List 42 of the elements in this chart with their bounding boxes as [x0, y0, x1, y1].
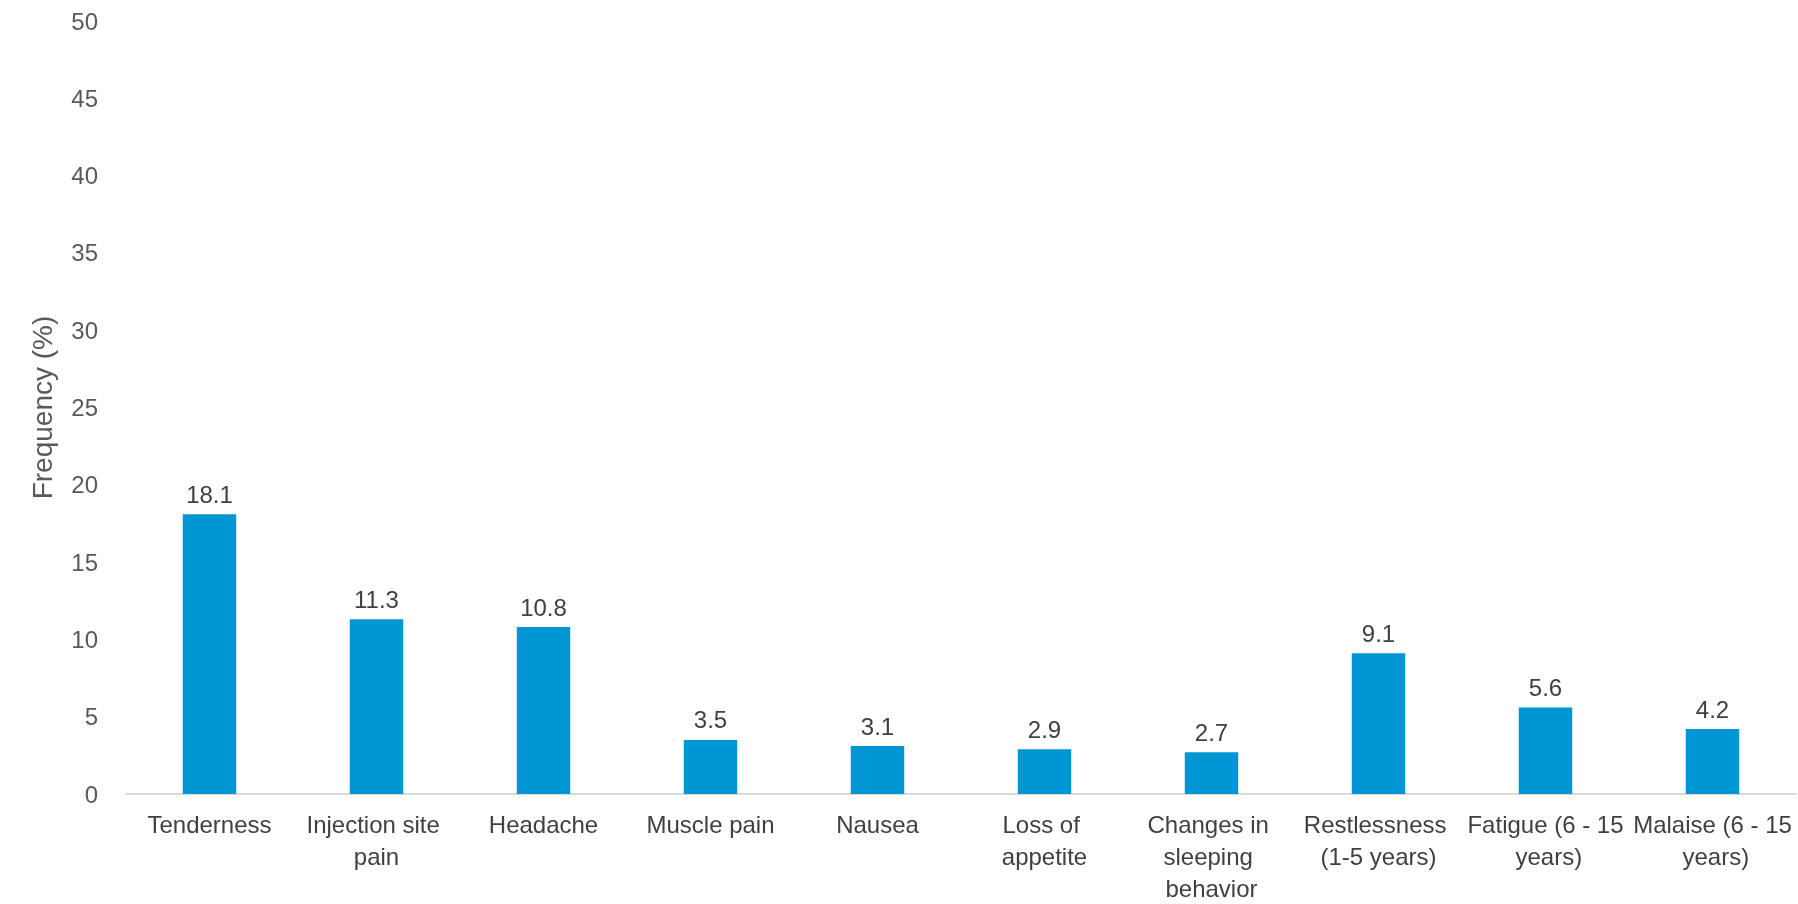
bar	[1017, 749, 1072, 794]
bar	[1184, 752, 1239, 794]
data-label: 3.5	[693, 706, 728, 734]
data-label: 3.1	[860, 712, 895, 740]
x-tick-label: Headache	[488, 810, 599, 838]
bar	[1685, 729, 1740, 794]
y-tick-label: 40	[71, 162, 98, 190]
data-label: 2.9	[1027, 715, 1062, 743]
x-tick-label: Tenderness	[147, 810, 272, 838]
data-label: 4.2	[1695, 695, 1730, 723]
y-tick-label: 30	[71, 316, 98, 344]
y-axis-title: Frequency (%)	[26, 315, 58, 500]
y-tick-label: 0	[84, 780, 98, 808]
y-tick-label: 5	[84, 703, 98, 731]
bar	[683, 739, 738, 794]
y-tick-label: 35	[71, 239, 98, 267]
bar	[1518, 707, 1573, 794]
x-tick-label: Loss of appetite	[1001, 810, 1088, 870]
x-tick-label: Changes in sleeping behavior	[1147, 810, 1276, 902]
data-label: 11.3	[354, 585, 399, 613]
x-tick-label: Muscle pain	[646, 810, 775, 838]
bar	[349, 619, 404, 794]
y-tick-label: 45	[71, 84, 98, 112]
x-tick-label: Nausea	[836, 810, 920, 838]
y-tick-label: 20	[71, 471, 98, 499]
data-label: 5.6	[1528, 673, 1563, 701]
y-tick-label: 50	[71, 7, 98, 35]
x-tick-label: Injection site pain	[306, 810, 447, 870]
x-tick-label: Fatigue (6 - 15 years)	[1467, 810, 1624, 870]
y-tick-label: 15	[71, 548, 98, 576]
x-tick-label: Malaise (6 - 15 years)	[1633, 810, 1792, 870]
data-label: 18.1	[186, 480, 233, 508]
data-label: 10.8	[520, 593, 567, 621]
x-tick-label: Restlessness (1-5 years)	[1303, 810, 1454, 870]
data-label: 9.1	[1361, 619, 1396, 647]
bar	[850, 746, 905, 794]
bar	[516, 627, 571, 794]
y-tick-label: 25	[71, 394, 98, 421]
y-tick-label: 10	[71, 625, 98, 653]
bar	[182, 514, 237, 794]
data-label: 2.7	[1194, 718, 1229, 746]
bar	[1351, 653, 1406, 794]
